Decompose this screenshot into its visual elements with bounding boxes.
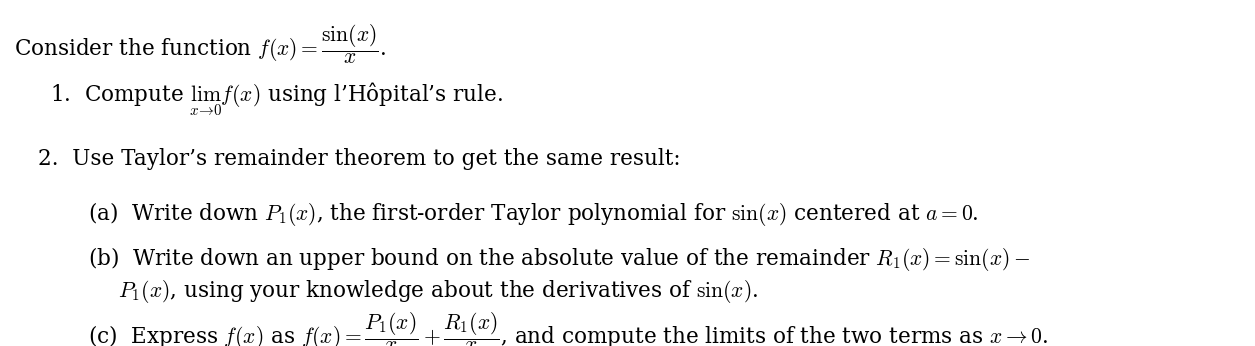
Text: (a)  Write down $P_1(x)$, the first-order Taylor polynomial for $\sin(x)$ center: (a) Write down $P_1(x)$, the first-order…	[88, 200, 979, 228]
Text: 2.  Use Taylor’s remainder theorem to get the same result:: 2. Use Taylor’s remainder theorem to get…	[38, 148, 680, 170]
Text: (b)  Write down an upper bound on the absolute value of the remainder $R_1(x) = : (b) Write down an upper bound on the abs…	[88, 245, 1030, 273]
Text: (c)  Express $f(x)$ as $f(x) = \dfrac{P_1(x)}{x} + \dfrac{R_1(x)}{x}$, and compu: (c) Express $f(x)$ as $f(x) = \dfrac{P_1…	[88, 310, 1048, 346]
Text: $P_1(x)$, using your knowledge about the derivatives of $\sin(x)$.: $P_1(x)$, using your knowledge about the…	[118, 278, 758, 305]
Text: Consider the function $f(x) = \dfrac{\sin(x)}{x}$.: Consider the function $f(x) = \dfrac{\si…	[14, 22, 387, 66]
Text: 1.  Compute $\lim_{x\to 0} f(x)$ using l’Hôpital’s rule.: 1. Compute $\lim_{x\to 0} f(x)$ using l’…	[50, 80, 503, 118]
